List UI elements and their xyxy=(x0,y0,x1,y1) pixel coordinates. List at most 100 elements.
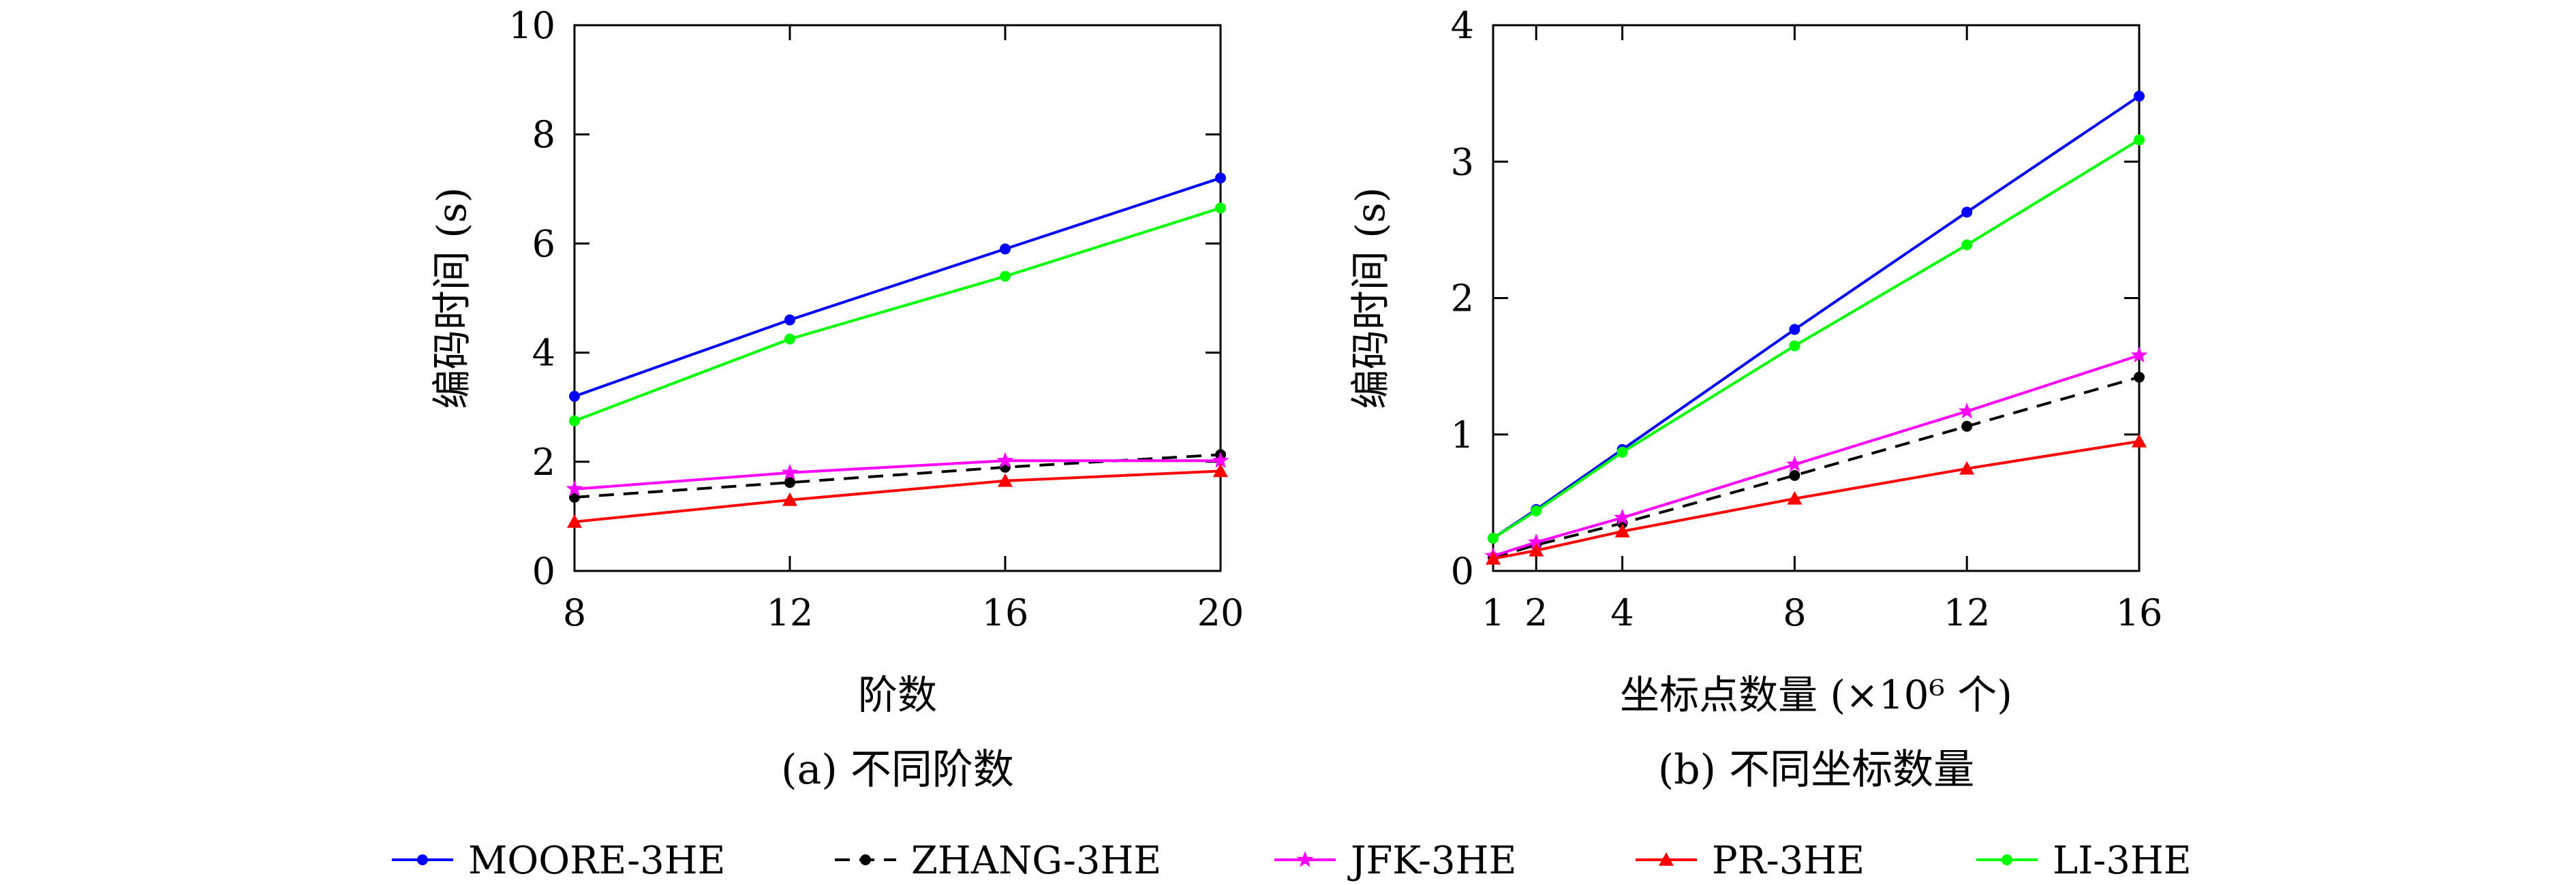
data-point xyxy=(1215,202,1226,214)
data-point xyxy=(1961,206,1973,218)
data-point xyxy=(1529,542,1544,557)
data-point xyxy=(2132,433,2147,448)
y-tick-label: 2 xyxy=(1451,277,1474,320)
series-line xyxy=(1492,138,2141,540)
plot-frame xyxy=(573,24,1222,572)
series-zhang-3he xyxy=(1488,371,2145,563)
x-tick-label: 8 xyxy=(1783,591,1806,634)
series-line xyxy=(1492,354,2140,557)
data-point xyxy=(1787,491,1803,505)
legend-item: PR-3HE xyxy=(1636,839,1865,883)
y-tick-label: 0 xyxy=(1451,550,1474,593)
legend: MOORE-3HE ZHANG-3HE JFK-3HE PR-3HE LI-3HE xyxy=(392,839,2192,883)
series-moore-3he xyxy=(569,172,1226,402)
legend-label: ZHANG-3HE xyxy=(911,839,1161,883)
x-axis-title: 坐标点数量 (×10⁶ 个) xyxy=(1620,672,2012,718)
plot-frame xyxy=(1492,24,2141,572)
x-tick-label: 20 xyxy=(1197,591,1244,634)
data-point xyxy=(1215,172,1226,184)
data-point xyxy=(1213,463,1228,478)
data-point xyxy=(1486,550,1501,565)
data-point xyxy=(1614,523,1630,538)
y-tick-label: 3 xyxy=(1451,140,1474,183)
series-pr-3he xyxy=(1486,433,2147,565)
series-jfk-3he xyxy=(566,452,1229,497)
data-point xyxy=(1959,461,1975,475)
data-point xyxy=(566,480,583,497)
x-tick-label: 2 xyxy=(1524,591,1548,634)
legend-marker xyxy=(860,854,871,865)
series-line xyxy=(1492,95,2141,540)
data-point xyxy=(784,333,795,345)
legend-item: MOORE-3HE xyxy=(392,839,726,883)
y-tick-label: 4 xyxy=(532,332,555,375)
data-point xyxy=(569,390,580,402)
data-point xyxy=(1531,505,1542,516)
data-point xyxy=(2130,346,2148,363)
x-tick-label: 4 xyxy=(1610,591,1634,634)
data-point xyxy=(1000,243,1011,255)
legend-label: LI-3HE xyxy=(2053,839,2192,883)
y-tick-label: 8 xyxy=(532,113,555,156)
data-point xyxy=(567,514,582,528)
series-line xyxy=(574,453,1221,499)
panel-caption: (a) 不同阶数 xyxy=(781,746,1014,794)
legend-marker xyxy=(1296,851,1314,867)
series-pr-3he xyxy=(567,463,1228,528)
series-line xyxy=(574,176,1221,398)
data-point xyxy=(1958,402,1976,419)
series-li-3he xyxy=(569,202,1226,426)
legend-label: PR-3HE xyxy=(1712,839,1865,883)
data-point xyxy=(784,314,795,326)
series-line xyxy=(574,469,1221,523)
data-point xyxy=(2134,91,2145,102)
data-point xyxy=(1527,533,1545,550)
data-point xyxy=(1789,340,1800,352)
y-tick-label: 10 xyxy=(508,4,555,47)
data-point xyxy=(1961,239,1973,251)
data-point xyxy=(1616,446,1628,458)
data-point xyxy=(1212,452,1229,468)
series-line xyxy=(1492,375,2140,559)
series-line xyxy=(574,206,1221,422)
x-tick-label: 12 xyxy=(1944,591,1991,634)
x-tick-label: 16 xyxy=(2116,591,2163,634)
y-tick-label: 0 xyxy=(532,550,555,593)
panel-caption: (b) 不同坐标数量 xyxy=(1658,746,1974,794)
x-tick-label: 16 xyxy=(982,591,1029,634)
y-tick-label: 4 xyxy=(1451,4,1474,47)
y-tick-label: 6 xyxy=(532,222,555,265)
legend-label: MOORE-3HE xyxy=(468,839,726,883)
data-point xyxy=(1961,420,1973,432)
legend-marker xyxy=(2002,854,2012,865)
data-point xyxy=(1789,324,1800,335)
legend-marker xyxy=(417,854,428,865)
x-tick-label: 8 xyxy=(563,591,586,634)
data-point xyxy=(782,492,797,506)
legend-item: JFK-3HE xyxy=(1274,839,1516,883)
series-line xyxy=(1492,439,2140,560)
x-tick-label: 1 xyxy=(1482,591,1505,634)
chart-panel-a: 0 2 4 6 8 10 8 12 16 20 阶数 编码时间 (s) (a) 不同阶数 xyxy=(429,4,1244,794)
legend-item: LI-3HE xyxy=(1976,839,2192,883)
y-axis-title: 编码时间 (s) xyxy=(429,187,475,409)
data-point xyxy=(1000,270,1011,282)
series-line xyxy=(574,459,1221,491)
legend-label: JFK-3HE xyxy=(1347,839,1516,883)
data-point xyxy=(1789,469,1800,481)
y-axis-title: 编码时间 (s) xyxy=(1347,187,1394,409)
series-li-3he xyxy=(1488,134,2145,544)
data-point xyxy=(1488,532,1499,544)
data-point xyxy=(1614,508,1631,525)
data-point xyxy=(2134,134,2145,146)
data-point xyxy=(2134,371,2145,383)
data-point xyxy=(1786,455,1803,472)
data-point xyxy=(781,463,799,480)
data-point xyxy=(996,452,1014,468)
data-point xyxy=(998,473,1013,487)
data-point xyxy=(569,415,580,426)
x-tick-label: 12 xyxy=(767,591,814,634)
legend-item: ZHANG-3HE xyxy=(835,839,1161,883)
